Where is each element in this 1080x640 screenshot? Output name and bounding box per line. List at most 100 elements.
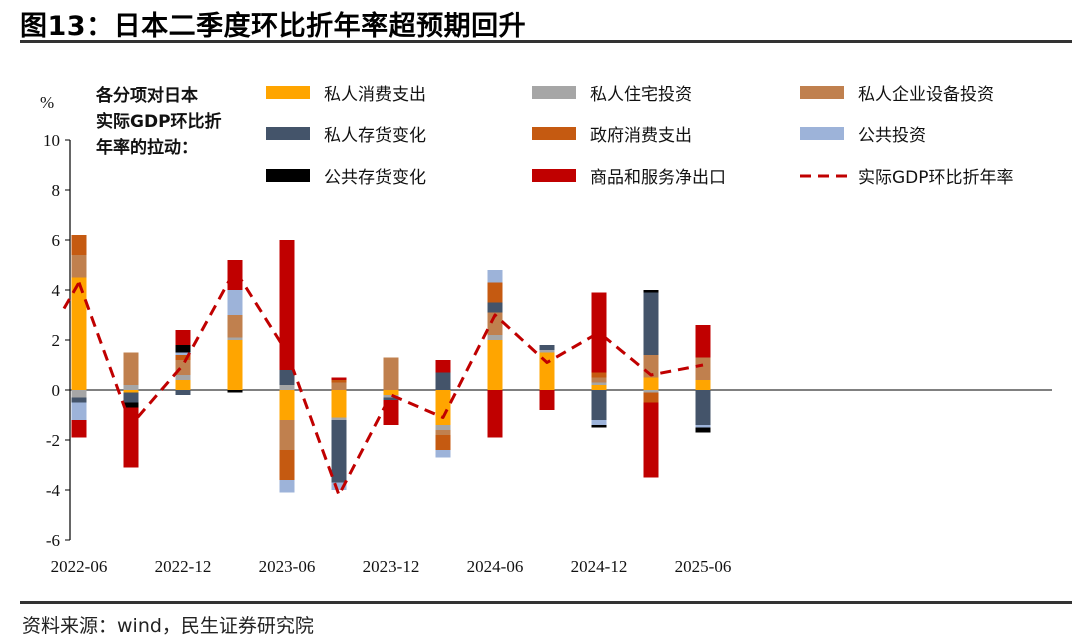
bar-segment <box>487 302 503 313</box>
bar-segment <box>643 377 659 390</box>
bar-segment <box>71 277 87 390</box>
bar-segment <box>591 292 607 373</box>
legend-label: 公共投资 <box>858 126 926 146</box>
bar-segment <box>383 357 399 390</box>
bar-segment <box>383 400 399 425</box>
y-tick-label: 6 <box>52 231 61 250</box>
gdp-contribution-chart: -6 -4 -2 0 2 4 6 8 10% 2022-06 2022-12 2023-06 2023-… <box>40 85 1052 576</box>
y-tick-label: -2 <box>46 431 60 450</box>
bar-segment <box>175 380 191 390</box>
bar-segment <box>487 340 503 390</box>
bar-segment <box>279 450 295 480</box>
legend-swatch <box>266 127 310 140</box>
bar-segment <box>227 390 243 393</box>
legend-label: 私人企业设备投资 <box>858 85 994 105</box>
source-note: 资料来源：wind，民生证券研究院 <box>22 615 314 637</box>
legend-swatch <box>800 127 844 140</box>
legend-label: 私人存货变化 <box>324 126 426 146</box>
bar-segment <box>71 255 87 278</box>
bar-segment <box>227 337 243 340</box>
bar-segment <box>435 360 451 373</box>
legend-swatch <box>800 86 844 99</box>
bar-segment <box>435 425 451 430</box>
bar-segment <box>175 355 191 360</box>
legend-label: 私人住宅投资 <box>590 85 692 105</box>
legend: 各分项对日本实际GDP环比折年率的拉动： 私人消费支出 私人住宅投资 私人企业设备投资… <box>95 85 1014 188</box>
bar-segment <box>591 385 607 390</box>
bar-segment <box>175 352 191 355</box>
x-tick-label: 2022-06 <box>51 557 108 576</box>
bar-segment <box>331 382 347 390</box>
bar-segment <box>383 395 399 398</box>
bar-segment <box>71 390 87 398</box>
bar-segment <box>643 402 659 478</box>
bar-segment <box>123 385 139 390</box>
legend-swatch <box>532 127 576 140</box>
x-tick-label: 2023-12 <box>363 557 420 576</box>
bar-segment <box>591 372 607 378</box>
bar-segment <box>591 425 607 428</box>
bar-segment <box>695 425 711 428</box>
bar-segment <box>539 390 555 410</box>
bar-segment <box>643 290 659 293</box>
bar-segment <box>695 390 711 425</box>
legend-label: 公共存货变化 <box>324 168 426 188</box>
bar-segment <box>175 330 191 345</box>
bar-segment <box>435 450 451 458</box>
bar-segment <box>279 420 295 450</box>
x-tick-label: 2024-12 <box>571 557 628 576</box>
y-tick-label: 10 <box>43 131 60 150</box>
bar-segment <box>435 430 451 435</box>
bar-segment <box>279 240 295 370</box>
legend-label: 政府消费支出 <box>590 126 692 146</box>
bar-segment <box>227 260 243 290</box>
bar-segment <box>539 345 555 350</box>
axes: -6 -4 -2 0 2 4 6 8 10% 2022-06 2022-12 2023-06 2023-… <box>40 93 1052 576</box>
gdp-line-layer <box>62 268 704 497</box>
bar-segment <box>227 290 243 315</box>
bar-segment <box>279 370 295 385</box>
gdp-line-entry <box>62 281 81 310</box>
bar-segment <box>279 480 295 493</box>
stacked-bars <box>71 235 711 493</box>
bar-segment <box>643 392 659 403</box>
bar-segment <box>383 390 399 395</box>
y-tick-label: 0 <box>52 381 61 400</box>
legend-swatch <box>532 86 576 99</box>
bar-segment <box>71 235 87 255</box>
bar-segment <box>591 382 607 385</box>
bar-segment <box>435 390 451 425</box>
bar-segment <box>591 377 607 383</box>
bar-segment <box>487 335 503 340</box>
legend-swatch <box>532 169 576 182</box>
x-tick-label: 2025-06 <box>675 557 732 576</box>
bar-segment <box>331 377 347 380</box>
bar-segment <box>123 392 139 403</box>
x-tick-label: 2022-12 <box>155 557 212 576</box>
bar-segment <box>331 482 347 490</box>
bar-segment <box>487 312 503 335</box>
bar-segment <box>591 420 607 425</box>
bar-segment <box>695 380 711 390</box>
legend-label: 私人消费支出 <box>324 85 426 105</box>
bar-segment <box>591 390 607 420</box>
bar-segment <box>331 417 347 420</box>
bar-segment <box>331 390 347 418</box>
legend-label: 商品和服务净出口 <box>590 168 726 188</box>
x-tick-label: 2024-06 <box>467 557 524 576</box>
bar-segment <box>331 380 347 383</box>
bar-segment <box>123 407 139 468</box>
bar-segment <box>487 282 503 303</box>
bar-segment <box>175 390 191 395</box>
bar-segment <box>539 350 555 353</box>
bar-segment <box>331 420 347 483</box>
bar-segment <box>435 372 451 390</box>
legend-title: 各分项对日本实际GDP环比折年率的拉动： <box>95 85 222 158</box>
bar-segment <box>71 420 87 438</box>
bar-segment <box>695 325 711 358</box>
y-tick-label: -6 <box>46 531 60 550</box>
bar-segment <box>227 340 243 390</box>
bar-segment <box>643 390 659 393</box>
bar-segment <box>643 292 659 355</box>
legend-label: 实际GDP环比折年率 <box>858 168 1014 188</box>
